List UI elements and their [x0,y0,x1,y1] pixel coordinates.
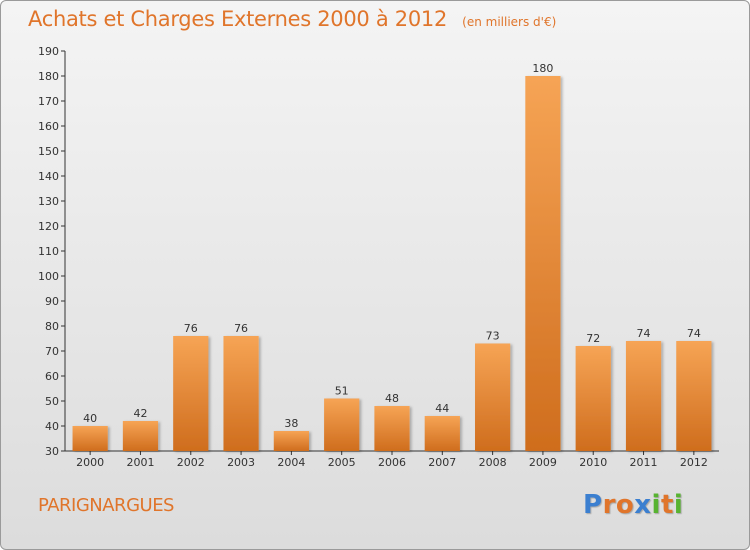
title-row: Achats et Charges Externes 2000 à 2012 (… [28,7,556,31]
y-tick-label: 140 [38,170,59,183]
proxiti-logo: Proxiti [583,490,683,520]
x-tick-label: 2007 [428,456,456,469]
y-tick-label: 40 [45,420,59,433]
y-tick-label: 160 [38,120,59,133]
bar [273,431,309,451]
bar [676,341,712,451]
x-tick-label: 2009 [529,456,557,469]
data-label: 73 [486,330,500,343]
x-tick-label: 2006 [378,456,406,469]
x-tick-label: 2003 [227,456,255,469]
y-tick-label: 90 [45,295,59,308]
x-tick-label: 2004 [277,456,305,469]
logo-letter: x [634,490,652,520]
data-label: 51 [335,385,349,398]
commune-name: PARIGNARGUES [38,495,175,516]
bar [575,346,611,451]
data-label: 42 [133,407,147,420]
chart-title: Achats et Charges Externes 2000 à 2012 [28,7,448,31]
y-tick-label: 80 [45,320,59,333]
x-tick-label: 2000 [76,456,104,469]
x-tick-label: 2008 [479,456,507,469]
y-tick-label: 30 [45,445,59,458]
data-label: 74 [637,327,651,340]
y-tick-label: 60 [45,370,59,383]
logo-letter: o [615,490,635,520]
x-tick-label: 2002 [177,456,205,469]
x-tick-label: 2005 [328,456,356,469]
bar [173,336,209,451]
bar [72,426,108,451]
data-label: 48 [385,392,399,405]
y-tick-label: 100 [38,270,59,283]
chart-subtitle: (en milliers d'€) [462,15,557,29]
axes: 30 40 50 60 70 80 90 100 110 120 130 140 150 160 170 18… [38,45,719,458]
bar [424,416,460,451]
data-label: 44 [435,402,449,415]
x-tick-label: 2012 [680,456,708,469]
bar [374,406,410,451]
data-label: 40 [83,412,97,425]
bar [525,76,561,451]
y-tick-label: 170 [38,95,59,108]
y-tick-label: 50 [45,395,59,408]
logo-letter: i [651,490,661,520]
logo-letter: P [583,490,603,520]
y-tick-label: 190 [38,45,59,58]
data-label: 74 [687,327,701,340]
y-tick-label: 180 [38,70,59,83]
data-label: 180 [532,62,553,75]
x-tick-label: 2001 [126,456,154,469]
bar [475,343,511,451]
bar [122,421,159,451]
logo-letter: r [602,490,616,520]
data-label: 38 [284,417,298,430]
bar [625,341,662,451]
x-tick-label: 2010 [579,456,607,469]
bar [324,398,360,451]
labels: 40 2000 42 2001 76 2002 76 2003 38 2004 51 2005 48 20… [76,62,708,469]
y-tick-label: 150 [38,145,59,158]
y-tick-label: 70 [45,345,59,358]
y-tick-label: 130 [38,195,59,208]
bars [72,76,712,451]
logo-letter: t [660,490,674,520]
bar [223,336,259,451]
data-label: 72 [586,332,600,345]
y-tick-label: 110 [38,245,59,258]
logo-letter: i [673,490,684,520]
x-tick-label: 2011 [630,456,658,469]
data-label: 76 [234,322,248,335]
data-label: 76 [184,322,198,335]
y-tick-label: 120 [38,220,59,233]
